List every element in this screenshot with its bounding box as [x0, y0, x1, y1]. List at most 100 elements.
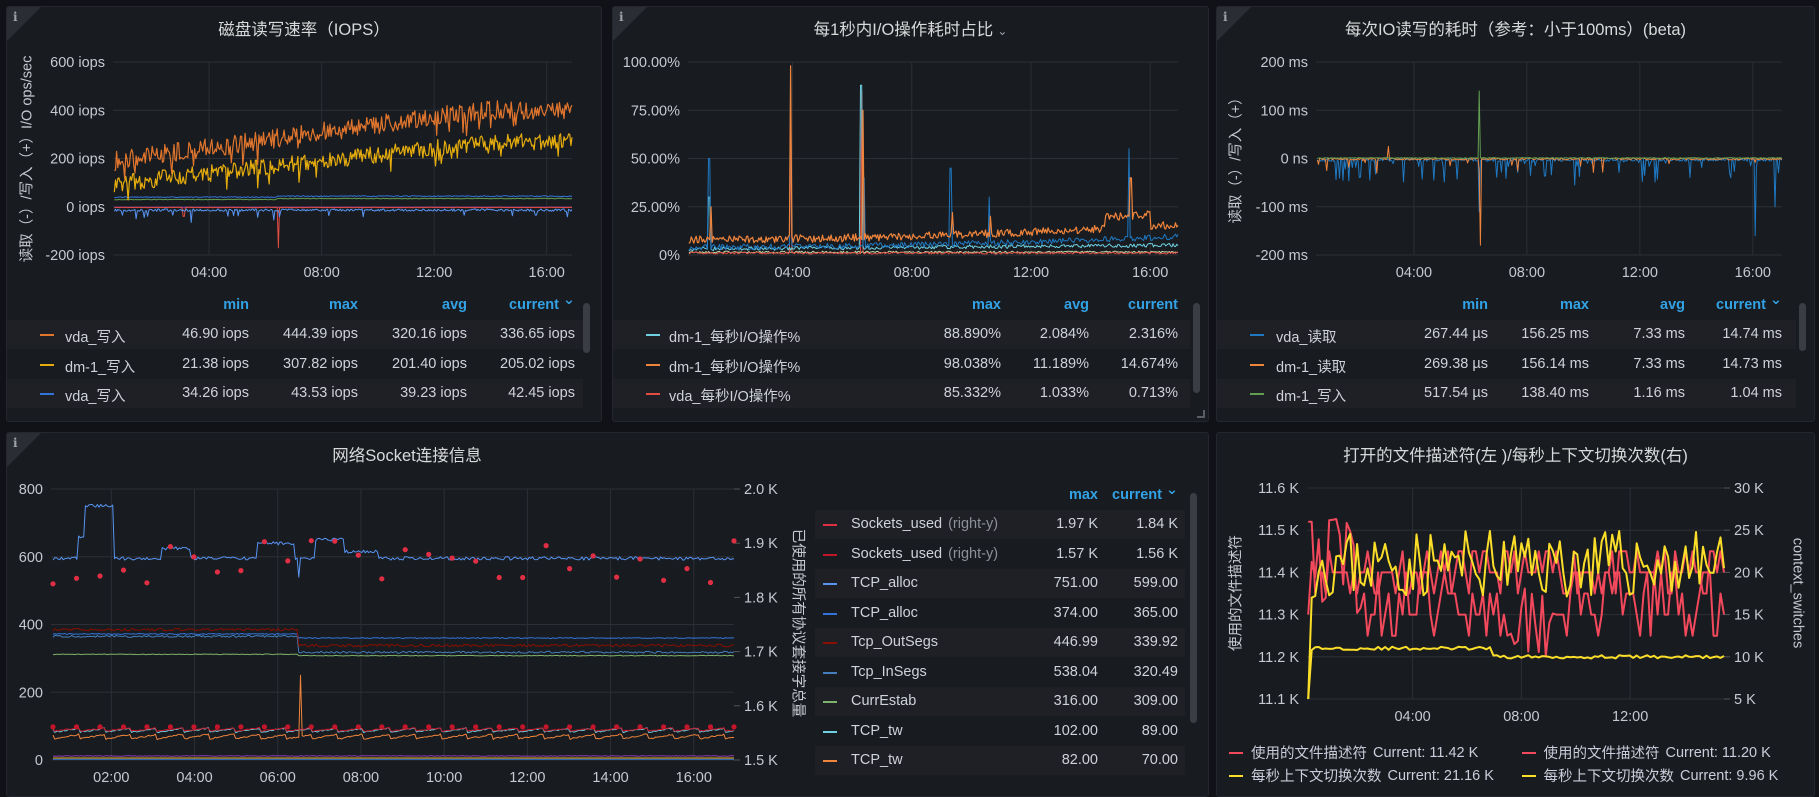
- legend-row[interactable]: vda_每秒I/O操作% 85.332% 1.033% 0.713%: [613, 379, 1190, 408]
- series-name[interactable]: Tcp_InSegs: [851, 664, 927, 680]
- legend-scrollbar[interactable]: [583, 303, 590, 353]
- series-point: [97, 724, 103, 730]
- legend-row[interactable]: CurrEstab 316.00 309.00: [815, 687, 1185, 716]
- legend-row[interactable]: dm-1_读取 269.38 µs 156.14 ms 7.33 ms 14.73 ms: [1217, 350, 1796, 379]
- legend-scrollbar[interactable]: [1190, 493, 1197, 723]
- legend-header-avg[interactable]: avg: [1660, 297, 1685, 313]
- panel-info-corner[interactable]: [7, 433, 41, 467]
- series-name[interactable]: Tcp_OutSegs: [851, 634, 938, 650]
- legend-header-max[interactable]: max: [971, 297, 1001, 313]
- series-name[interactable]: vda_写入: [65, 326, 125, 347]
- series-point: [379, 724, 385, 730]
- series-name[interactable]: TCP_alloc: [851, 575, 918, 591]
- legend-row[interactable]: Sockets_used (right-y) 1.57 K 1.56 K: [815, 540, 1185, 569]
- y2-tick-label: 5 K: [1734, 692, 1756, 708]
- panel-title[interactable]: 网络Socket连接信息: [332, 447, 482, 465]
- series-max: 538.04: [1053, 663, 1098, 680]
- series-point: [707, 724, 714, 730]
- io-latency-graph[interactable]: 200 ms 100 ms 0 ns -100 ms -200 ms 04:00 08:00…: [1217, 7, 1814, 297]
- panel-info-corner[interactable]: [7, 7, 41, 41]
- series-name[interactable]: dm-1_每秒I/O操作%: [669, 356, 800, 377]
- legend-header: min max avg current ⌄: [1217, 291, 1796, 320]
- legend-header-max[interactable]: max: [1559, 297, 1589, 313]
- legend-header-current[interactable]: current: [509, 297, 559, 313]
- chevron-down-icon[interactable]: ⌄: [997, 24, 1008, 38]
- chevron-down-icon[interactable]: ⌄: [1165, 482, 1178, 498]
- legend-row[interactable]: vda_写入 34.26 iops 43.53 iops 39.23 iops 42.4…: [7, 379, 583, 408]
- legend-row[interactable]: Tcp_OutSegs 446.99 339.92: [815, 628, 1185, 657]
- legend-row[interactable]: TCP_tw 102.00 89.00: [815, 717, 1185, 746]
- panel-title[interactable]: 每1秒内I/O操作耗时占比 ⌄: [814, 16, 1008, 40]
- legend-row[interactable]: TCP_tw 82.00 70.00: [815, 746, 1185, 775]
- fd-context-switch-graph[interactable]: 11.6 K 11.5 K 11.4 K 11.3 K 11.2 K 11.1 K 30 K…: [1217, 433, 1814, 733]
- legend-header-current[interactable]: current: [1112, 487, 1162, 503]
- io-time-ratio-graph[interactable]: 100.00% 75.00% 50.00% 25.00% 0% 04:00 08:00 12:…: [613, 7, 1208, 297]
- legend-row[interactable]: dm-1_写入 517.54 µs 138.40 ms 1.16 ms 1.04 ms: [1217, 379, 1796, 408]
- series-name[interactable]: vda_每秒I/O操作%: [669, 385, 791, 406]
- legend-row[interactable]: Tcp_InSegs 538.04 320.49: [815, 658, 1185, 687]
- panel-title-text: 每1秒内I/O操作耗时占比: [813, 21, 994, 39]
- panel-io-latency: i 每次IO读写的耗时（参考：小于100ms）(beta) 200 ms 100 …: [1216, 6, 1815, 422]
- legend-header-current[interactable]: current: [1716, 297, 1766, 313]
- series-current: 0.713%: [1128, 385, 1178, 401]
- series-name[interactable]: TCP_tw: [851, 723, 903, 739]
- series-point: [214, 724, 220, 730]
- legend-row[interactable]: vda_写入 46.90 iops 444.39 iops 320.16 iops 33…: [7, 320, 583, 349]
- series-name[interactable]: TCP_alloc: [851, 605, 918, 621]
- series-point: [191, 554, 197, 560]
- series-point: [332, 724, 338, 730]
- legend-row[interactable]: TCP_alloc 751.00 599.00: [815, 569, 1185, 598]
- panel-title[interactable]: 打开的文件描述符(左 )/每秒上下文切换次数(右): [1343, 447, 1688, 465]
- x-tick-label: 08:00: [303, 265, 339, 281]
- series-name[interactable]: TCP_tw: [851, 752, 903, 768]
- series-name[interactable]: dm-1_每秒I/O操作%: [669, 326, 800, 347]
- series-color-marker: [1521, 751, 1536, 754]
- series-name[interactable]: CurrEstab: [851, 693, 916, 709]
- legend-header-max[interactable]: max: [1068, 487, 1098, 503]
- legend-row[interactable]: dm-1_每秒I/O操作% 88.890% 2.084% 2.316%: [613, 320, 1190, 349]
- info-icon[interactable]: i: [619, 10, 624, 24]
- series-name[interactable]: Sockets_used (right-y): [851, 516, 998, 532]
- legend-item[interactable]: 每秒上下文切换次数 Current: 21.16 K: [1225, 764, 1518, 787]
- info-icon[interactable]: i: [13, 436, 18, 450]
- series-name[interactable]: vda_读取: [1276, 326, 1336, 347]
- disk-iops-graph[interactable]: 600 iops 400 iops 200 iops 0 iops -200 iops 0…: [7, 7, 601, 297]
- legend-header-min[interactable]: min: [223, 297, 249, 313]
- panel-info-corner[interactable]: [613, 7, 647, 41]
- info-icon[interactable]: i: [1223, 10, 1228, 24]
- legend-row[interactable]: TCP_alloc 374.00 365.00: [815, 599, 1185, 628]
- legend-item[interactable]: 使用的文件描述符 Current: 11.42 K: [1225, 741, 1518, 764]
- legend-item[interactable]: 使用的文件描述符 Current: 11.20 K: [1518, 741, 1811, 764]
- panel-resize-handle[interactable]: [1197, 410, 1205, 418]
- series-name[interactable]: dm-1_读取: [1276, 356, 1346, 377]
- series-point: [191, 724, 197, 730]
- legend-header-max[interactable]: max: [328, 297, 358, 313]
- chevron-down-icon[interactable]: ⌄: [562, 292, 575, 308]
- series-color-marker: [1521, 774, 1536, 777]
- series-name[interactable]: dm-1_写入: [1276, 385, 1346, 406]
- socket-info-graph[interactable]: 800 600 400 200 0 2.0 K 1.9 K 1.8 K 1.7 K 1.6 K 1.…: [7, 433, 807, 796]
- legend-table: max avg current dm-1_每秒I/O操作% 88.890% 2.084% 2…: [613, 291, 1190, 421]
- legend-row[interactable]: dm-1_每秒I/O操作% 98.038% 11.189% 14.674%: [613, 350, 1190, 379]
- legend-item[interactable]: 每秒上下文切换次数 Current: 9.96 K: [1518, 764, 1811, 787]
- legend-header-avg[interactable]: avg: [442, 297, 467, 313]
- panel-info-corner[interactable]: [1217, 7, 1251, 41]
- chevron-down-icon[interactable]: ⌄: [1769, 292, 1782, 308]
- legend-scrollbar[interactable]: [1799, 303, 1806, 351]
- series-name[interactable]: dm-1_写入: [65, 356, 135, 377]
- legend-row[interactable]: vda_读取 267.44 µs 156.25 ms 7.33 ms 14.74 ms: [1217, 320, 1796, 349]
- legend-header-avg[interactable]: avg: [1064, 297, 1089, 313]
- series-point: [261, 539, 267, 545]
- panel-title[interactable]: 每次IO读写的耗时（参考：小于100ms）(beta): [1344, 21, 1687, 39]
- legend-header-min[interactable]: min: [1462, 297, 1488, 313]
- series-name[interactable]: vda_写入: [65, 385, 125, 406]
- series-avg: 1.16 ms: [1633, 385, 1685, 401]
- legend-row[interactable]: Sockets_used (right-y) 1.97 K 1.84 K: [815, 510, 1185, 539]
- legend-row[interactable]: dm-1_写入 21.38 iops 307.82 iops 201.40 iops 2…: [7, 350, 583, 379]
- series-name[interactable]: Sockets_used (right-y): [851, 546, 998, 562]
- series-max: 156.25 ms: [1521, 326, 1589, 342]
- info-icon[interactable]: i: [13, 10, 18, 24]
- legend-header-current[interactable]: current: [1128, 297, 1178, 313]
- legend-scrollbar[interactable]: [1193, 303, 1200, 393]
- panel-title[interactable]: 磁盘读写速率（IOPS）: [218, 21, 390, 39]
